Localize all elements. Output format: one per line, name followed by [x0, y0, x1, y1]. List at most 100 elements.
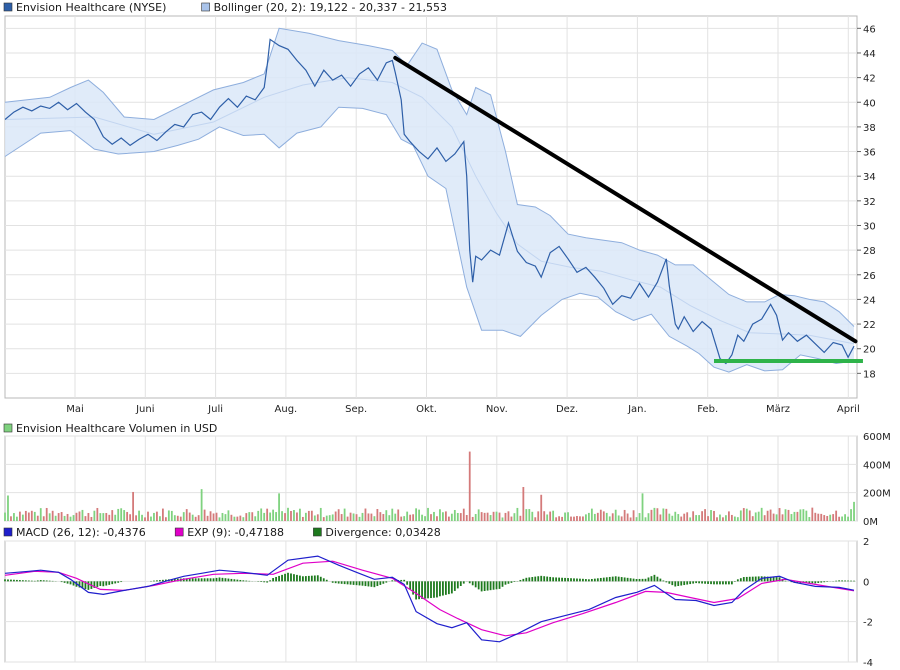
macd-tick-label: -2: [863, 618, 873, 629]
divergence-bar: [266, 581, 269, 583]
volume-bar: [132, 491, 134, 521]
volume-bar: [27, 512, 30, 521]
volume-bar: [60, 512, 63, 521]
legend-label: Envision Healthcare Volumen in USD: [16, 422, 217, 435]
divergence-bar: [650, 576, 653, 582]
volume-bar: [99, 513, 102, 521]
divergence-bar: [105, 581, 108, 586]
volume-bar: [310, 510, 313, 521]
volume-bar: [668, 513, 671, 521]
divergence-bar: [850, 580, 852, 582]
divergence-bar: [418, 581, 420, 600]
divergence-bar: [590, 578, 593, 582]
macd-line: [4, 555, 855, 643]
divergence-bar: [483, 581, 486, 591]
volume-bar: [760, 507, 763, 521]
volume-bar: [585, 514, 587, 521]
volume-bar: [164, 517, 167, 521]
volume-bar: [242, 517, 245, 521]
volume-bar: [534, 517, 537, 521]
divergence-bar: [814, 581, 817, 584]
divergence-bar: [728, 581, 730, 585]
legend-label: MACD (26, 12): -0,4376: [16, 526, 146, 539]
divergence-bar: [114, 581, 117, 584]
volume-bar: [409, 514, 412, 521]
volume-bar: [108, 514, 111, 521]
divergence-bar: [531, 577, 534, 582]
divergence-bar: [60, 581, 63, 583]
volume-bar: [430, 514, 432, 521]
month-label: Okt.: [416, 404, 437, 415]
volume-bar: [474, 514, 477, 521]
divergence-bar: [623, 577, 626, 582]
volume-bar: [322, 517, 325, 521]
volume-bar: [397, 509, 400, 521]
volume-bar: [710, 510, 712, 521]
divergence-bar: [69, 581, 72, 585]
divergence-bar: [361, 581, 364, 586]
divergence-bar: [614, 576, 617, 582]
volume-tick-label: 400M: [863, 460, 891, 471]
divergence-bar: [462, 581, 465, 584]
volume-bar: [370, 513, 373, 521]
volume-bar: [576, 515, 578, 521]
legend-swatch: [174, 527, 184, 537]
volume-bar: [546, 514, 549, 521]
month-label: Jan.: [627, 404, 647, 415]
divergence-bar: [349, 581, 352, 585]
divergence-bar: [656, 576, 659, 582]
divergence-bar: [307, 575, 310, 582]
volume-bar: [573, 516, 575, 521]
volume-bar: [647, 513, 650, 521]
divergence-bar: [170, 579, 173, 582]
divergence-bar: [644, 578, 647, 582]
volume-bar: [233, 516, 236, 521]
volume-bar: [653, 507, 656, 521]
volume-bar: [176, 515, 179, 521]
divergence-bar: [579, 578, 581, 582]
volume-bar: [284, 513, 286, 521]
divergence-bar: [355, 581, 358, 586]
divergence-bar: [269, 580, 272, 582]
divergence-bar: [36, 580, 39, 582]
divergence-bar: [611, 576, 614, 582]
divergence-bar: [203, 578, 206, 582]
volume-bar: [367, 513, 370, 521]
volume-bar: [123, 510, 126, 521]
volume-bar: [650, 509, 653, 521]
month-label: April: [837, 404, 860, 415]
divergence-bar: [164, 579, 167, 582]
divergence-bar: [218, 577, 221, 582]
volume-bar: [468, 451, 471, 521]
volume-bar: [337, 509, 340, 521]
month-label: Nov.: [486, 404, 508, 415]
divergence-bar: [352, 581, 355, 585]
volume-bar: [150, 516, 152, 521]
volume-bar: [304, 512, 307, 521]
divergence-bar: [546, 576, 549, 582]
volume-bar: [707, 516, 709, 521]
divergence-bar: [710, 581, 712, 585]
volume-bar: [826, 515, 829, 521]
volume-bar: [239, 515, 242, 521]
volume-bar: [147, 511, 149, 521]
volume-bar: [480, 512, 483, 521]
divergence-bar: [290, 573, 292, 582]
divergence-bar: [364, 581, 367, 587]
volume-bar: [623, 509, 626, 521]
divergence-bar: [808, 581, 811, 584]
volume-bar: [197, 515, 200, 521]
volume-bar: [45, 507, 48, 521]
volume-bar: [296, 512, 298, 521]
volume-bar: [302, 516, 304, 521]
divergence-bar: [713, 581, 715, 585]
divergence-bar: [680, 581, 683, 586]
divergence-bar: [730, 581, 733, 585]
volume-bar: [215, 512, 218, 521]
divergence-bar: [379, 581, 382, 585]
month-label: Sep.: [345, 404, 367, 415]
divergence-bar: [707, 581, 709, 584]
volume-bar: [796, 511, 799, 521]
trendline-annotation: [393, 55, 858, 344]
divergence-bar: [209, 578, 212, 582]
